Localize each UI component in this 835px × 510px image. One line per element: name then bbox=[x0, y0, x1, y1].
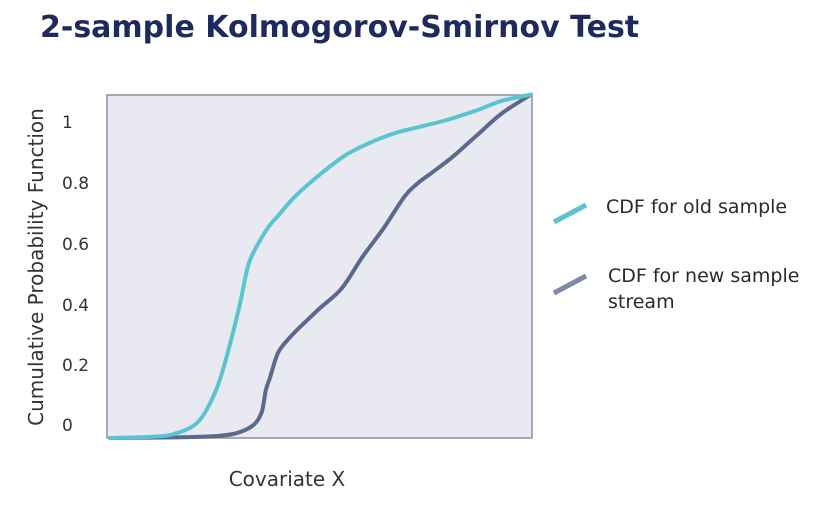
y-tick-label: 0.8 bbox=[62, 174, 89, 194]
cdf-curves bbox=[108, 92, 533, 440]
y-tick-label: 0.2 bbox=[62, 356, 89, 376]
y-tick-label: 0 bbox=[62, 416, 73, 436]
cdf-line-new-sample bbox=[108, 92, 533, 440]
legend-label-new-sample-line1: CDF for new sample bbox=[608, 265, 799, 287]
legend-swatch-new-sample bbox=[552, 273, 588, 296]
legend-label-new-sample-line2: stream bbox=[608, 291, 675, 313]
y-axis-label: Cumulative Probability Function bbox=[24, 108, 48, 426]
page-title: 2-sample Kolmogorov-Smirnov Test bbox=[40, 10, 640, 45]
y-tick-label: 0.6 bbox=[62, 235, 89, 255]
legend-label-new-sample: CDF for new sample stream bbox=[608, 265, 805, 313]
x-axis-label: Covariate X bbox=[229, 467, 346, 491]
y-tick-label: 0.4 bbox=[62, 296, 89, 316]
legend-swatch-old-sample bbox=[552, 202, 588, 225]
plot-area bbox=[106, 94, 533, 439]
cdf-line-old-sample bbox=[108, 92, 533, 440]
y-tick-label: 1 bbox=[62, 113, 73, 133]
legend-label-old-sample: CDF for old sample bbox=[606, 196, 787, 218]
y-tick-labels: 0 0.2 0.4 0.6 0.8 1 bbox=[62, 113, 89, 436]
